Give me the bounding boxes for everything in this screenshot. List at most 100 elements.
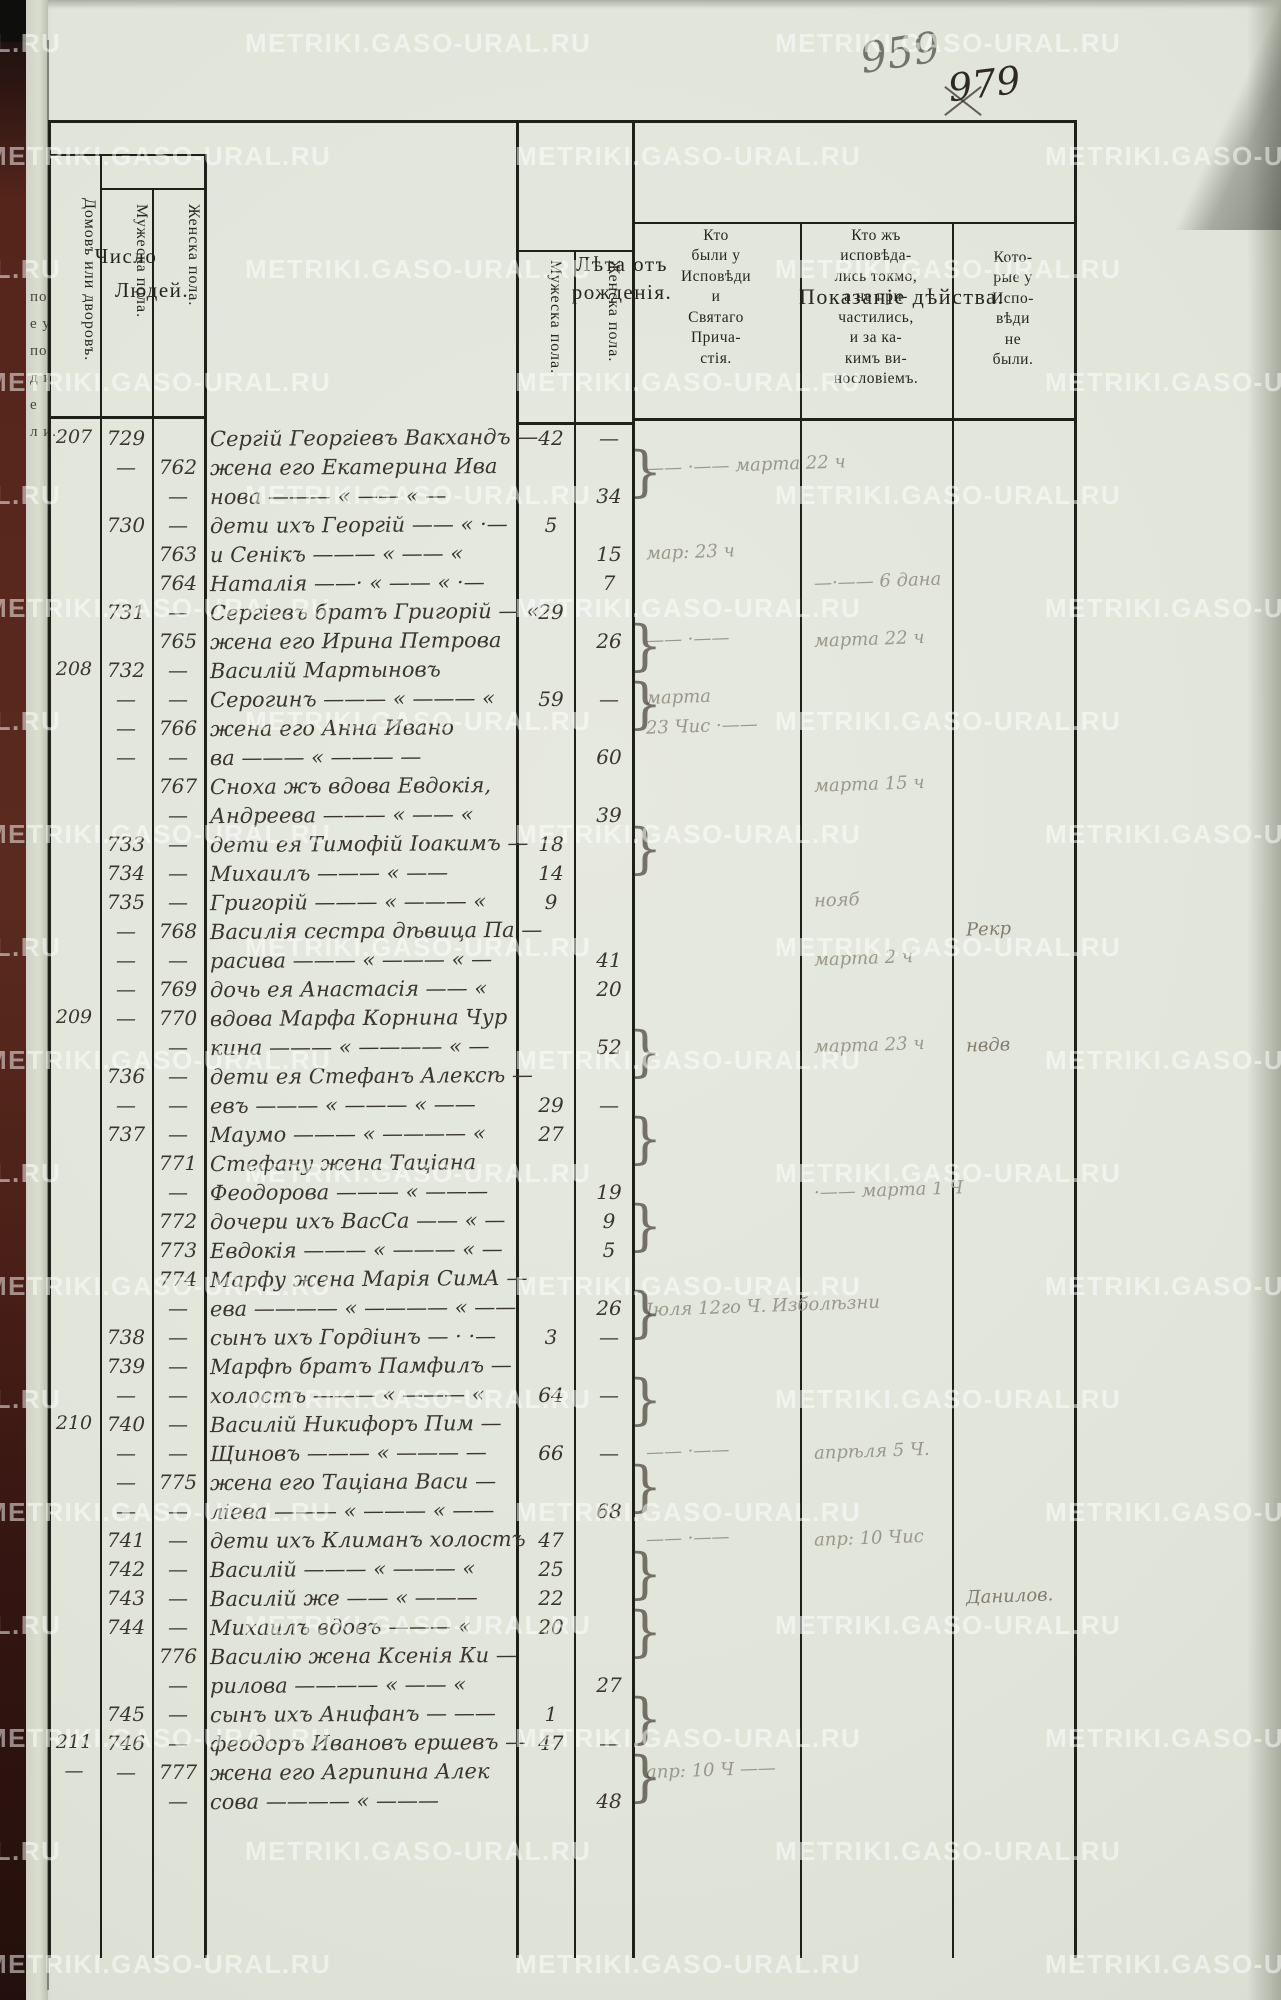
col-header-male-age: Мужеска пола. <box>547 260 564 375</box>
cell-male-number <box>100 629 152 658</box>
group-brace: } <box>628 1455 663 1518</box>
header-number-title: Число <box>94 244 158 268</box>
cell-male-number: — <box>116 1499 136 1523</box>
cell-male-age <box>522 1412 580 1441</box>
cell-male-age <box>522 1209 580 1238</box>
table-row: — — 777 жена его Агрипина Алек апр: 10 Ч… <box>48 1745 1076 1808</box>
cell-female-number: 769 <box>158 977 198 1001</box>
header-number-subtitle: Людей. <box>100 278 204 303</box>
cell-note-confessed <box>638 1180 806 1209</box>
cell-male-number: 729 <box>106 426 146 450</box>
cell-male-number <box>100 803 152 832</box>
cell-note-absent <box>958 1412 1082 1441</box>
cell-male-age <box>522 1238 580 1267</box>
cell-male-age <box>522 1644 580 1673</box>
cell-household-number <box>48 948 100 977</box>
cell-male-number: 737 <box>106 1122 146 1146</box>
table-row: 773 Евдокія ——— « ——— « — 5 <box>48 1237 1076 1267</box>
cell-male-number: 735 <box>106 890 146 914</box>
cell-female-age <box>580 513 638 542</box>
header-age-title: Лѣта отъ рожденія. <box>571 252 673 305</box>
cell-female-number: — <box>168 1528 188 1552</box>
cell-note-absent <box>958 687 1082 716</box>
table-row: 774 Марфу жена Марія СимА — <box>48 1265 1076 1296</box>
cell-female-age <box>580 1064 638 1093</box>
table-row: — — ва ——— « ——— — 60 <box>48 745 1076 774</box>
cell-household-number <box>48 1093 100 1122</box>
col-header-confessed-communed: Кто были у Исповѣди и Святаго Прича- сті… <box>680 227 752 367</box>
group-brace: } <box>628 672 663 735</box>
cell-household-number <box>48 600 100 629</box>
cell-male-age: 3 <box>544 1325 558 1349</box>
table-body: 207 729 Сергій Георгіевъ Вакхандъ — 42 —… <box>48 425 1076 1818</box>
cell-note-reason <box>806 832 958 861</box>
cell-note-confessed <box>638 1122 806 1151</box>
cell-male-number <box>100 1238 152 1267</box>
cell-note-reason <box>806 484 958 513</box>
cell-note-confessed <box>638 745 806 774</box>
cell-female-age: 68 <box>596 1499 622 1523</box>
cell-name: Щиновъ ——— « ——— — <box>209 1440 487 1467</box>
cell-male-age: 66 <box>538 1441 564 1465</box>
table-row: 765 жена его Ирина Петрова 26 —— ·—— мар… <box>48 614 1076 677</box>
cell-note-absent <box>958 1789 1082 1818</box>
cell-note-reason <box>806 1151 958 1180</box>
table-rule-vertical <box>152 188 154 1958</box>
pencil-annotation: мар: 23 ч <box>645 540 736 565</box>
cell-female-number: 777 <box>158 1760 198 1784</box>
cell-female-age: — <box>599 1731 619 1755</box>
cell-male-age <box>522 1354 580 1383</box>
table-rule-vertical <box>952 222 954 1958</box>
group-brace: } <box>628 1542 663 1605</box>
cell-male-number: 744 <box>106 1615 146 1639</box>
cell-male-number: — <box>116 1441 136 1465</box>
cell-note-confessed: апр: 10 Ч —— <box>638 1758 806 1789</box>
table-row: — — ліева ——— « ——— « —— 68 <box>48 1498 1076 1528</box>
cell-note-absent <box>958 1470 1082 1499</box>
cell-male-age <box>522 716 580 745</box>
cell-male-age <box>522 1760 580 1789</box>
book-binding-strip <box>0 0 26 2000</box>
cell-note-absent <box>958 455 1082 484</box>
cell-male-age: 14 <box>538 861 564 885</box>
cell-female-age: 60 <box>596 745 622 769</box>
table-row: — — евъ ——— « ——— « —— 29 — <box>48 1092 1076 1122</box>
cell-male-number: 745 <box>106 1702 146 1726</box>
pencil-annotation: марта 22 ч <box>813 626 925 652</box>
cell-female-number: 768 <box>158 919 198 943</box>
group-brace: } <box>628 1020 663 1083</box>
cell-male-number <box>100 542 152 571</box>
cell-female-age: 52 <box>596 1035 622 1059</box>
cell-female-age <box>580 861 638 890</box>
pencil-annotation: марта 15 ч <box>813 771 925 797</box>
cell-name: ева ———— « ———— « —— <box>209 1294 517 1322</box>
cell-note-confessed <box>638 1557 806 1586</box>
cell-name: жена его Ирина Петрова <box>209 628 502 655</box>
table-rule-vertical <box>204 154 207 1958</box>
cell-name: Василія сестра дѣвица Па — <box>209 917 543 945</box>
cell-note-confessed <box>638 600 806 629</box>
cell-male-number: — <box>116 1006 136 1030</box>
cell-male-number: — <box>116 948 136 972</box>
cell-household-number <box>48 1180 100 1209</box>
cell-note-absent <box>958 1122 1082 1151</box>
cell-household-number <box>48 919 100 948</box>
table-row: 208 732 — Василій Мартыновъ <box>48 657 1076 687</box>
cell-female-number: — <box>168 1296 188 1320</box>
cell-note-absent <box>958 1238 1082 1267</box>
cell-household-number <box>48 513 100 542</box>
cell-household-number <box>48 861 100 890</box>
cell-household-number: 209 <box>55 1006 93 1028</box>
cell-note-absent <box>958 774 1082 803</box>
cell-note-absent <box>958 1760 1082 1789</box>
group-brace: } <box>628 1281 663 1344</box>
cell-name: Марфу жена Марія СимА — <box>209 1265 528 1293</box>
col-header-male-count: Мужеска пола. <box>133 204 150 319</box>
cell-note-confessed <box>638 774 806 803</box>
cell-female-age: — <box>599 426 619 450</box>
cell-male-age: 5 <box>544 513 558 537</box>
cell-male-number: 733 <box>106 832 146 856</box>
cell-male-age: 47 <box>538 1528 564 1552</box>
pencil-annotation: апр: 10 Чис <box>813 1525 925 1551</box>
cell-female-number: — <box>168 1383 188 1407</box>
